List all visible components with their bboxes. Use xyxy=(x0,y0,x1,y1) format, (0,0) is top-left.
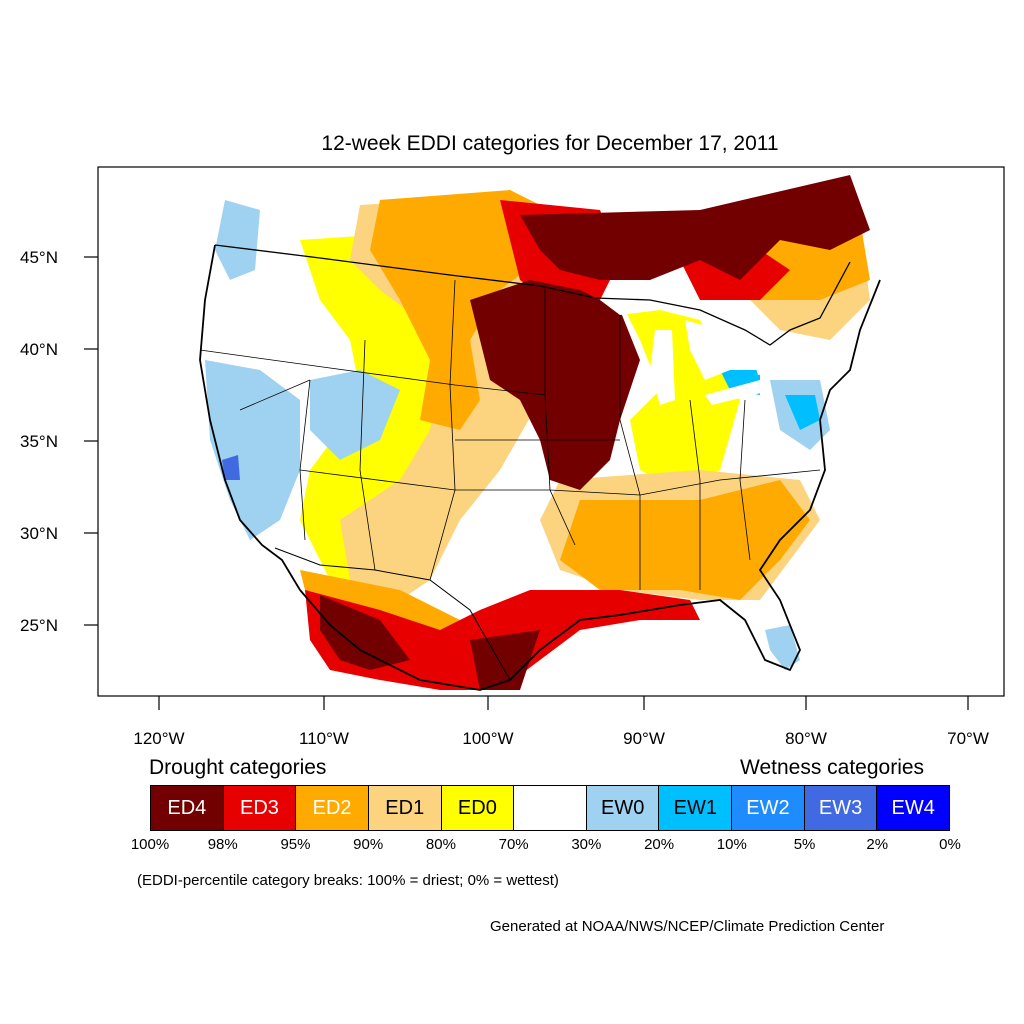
west-coast xyxy=(199,244,301,591)
drought-heading: Drought categories xyxy=(149,756,327,779)
mexico-border xyxy=(274,547,511,681)
legend-cell-none xyxy=(514,786,587,830)
region-ew1-east xyxy=(785,395,820,430)
longitude-axis: 120°W 110°W 100°W 90°W 80°W 70°W xyxy=(133,696,989,748)
lon-tick-label: 120°W xyxy=(133,729,184,748)
lat-tick-label: 45°N xyxy=(20,248,58,267)
wetness-heading: Wetness categories xyxy=(740,756,925,779)
region-ew2-ca xyxy=(222,455,240,480)
percentile-break-label: 5% xyxy=(793,836,816,853)
percentile-break-label: 2% xyxy=(866,836,889,853)
lon-tick-label: 90°W xyxy=(623,729,665,748)
lake-michigan xyxy=(650,330,675,405)
percentile-break-label: 80% xyxy=(425,836,456,853)
region-ew0-fl xyxy=(765,625,800,670)
lon-tick-label: 100°W xyxy=(462,729,513,748)
percentile-breaks: 100% 98% 95% 90% 80% 70% 30% 20% 10% 5% 2% 0% xyxy=(0,836,1024,856)
region-ed2-se xyxy=(560,480,810,600)
percentile-break-label: 70% xyxy=(498,836,529,853)
latitude-axis: 45°N 40°N 35°N 30°N 25°N xyxy=(20,248,98,635)
lon-tick-label: 110°W xyxy=(299,729,349,748)
map-frame xyxy=(97,166,1005,697)
legend-cell-ew4: EW4 xyxy=(877,786,950,830)
percentile-break-label: 10% xyxy=(716,836,747,853)
percentile-break-label: 0% xyxy=(939,836,961,853)
legend-cell-ew3: EW3 xyxy=(804,786,878,830)
lake-erie xyxy=(705,380,765,405)
category-legend: ED4 ED3 ED2 ED1 ED0 EW0 EW1 EW2 EW3 EW4 xyxy=(150,785,950,831)
region-ew0-west2 xyxy=(310,370,400,460)
region-ed4-tx xyxy=(320,595,410,670)
legend-cell-ew1: EW1 xyxy=(659,786,733,830)
legend-cell-ew0: EW0 xyxy=(586,786,660,830)
state-borders xyxy=(199,279,821,590)
credit-line: Generated at NOAA/NWS/NCEP/Climate Predi… xyxy=(490,918,885,935)
lat-tick-label: 30°N xyxy=(20,524,58,543)
lake-huron xyxy=(685,320,730,380)
lake-ontario xyxy=(755,358,802,375)
lat-tick-label: 35°N xyxy=(20,432,58,451)
region-ed4-central xyxy=(470,280,640,490)
lat-tick-label: 25°N xyxy=(20,616,58,635)
percentile-break-label: 98% xyxy=(207,836,238,853)
region-ed4-north xyxy=(520,175,870,280)
region-ed4-gulf xyxy=(470,630,540,690)
legend-cell-ew2: EW2 xyxy=(732,786,805,830)
lon-tick-label: 70°W xyxy=(947,729,989,748)
percentile-break-label: 90% xyxy=(353,836,384,853)
legend-cell-ed4: ED4 xyxy=(151,786,224,830)
us-canada-border xyxy=(214,244,851,346)
region-ew0-west xyxy=(205,360,300,540)
map-field xyxy=(199,175,881,691)
eddi-map: 45°N 40°N 35°N 30°N 25°N 120°W 110°W 100°W 90°W… xyxy=(20,166,1005,748)
percentile-break-label: 100% xyxy=(130,836,170,853)
legend-cell-ed0: ED0 xyxy=(441,786,515,830)
gulf-coast xyxy=(299,279,881,691)
percentile-break-label: 95% xyxy=(280,836,311,853)
map-title: 12-week EDDI categories for December 17,… xyxy=(321,132,779,155)
percentile-break-label: 20% xyxy=(644,836,675,853)
lon-tick-label: 80°W xyxy=(785,729,827,748)
legend-cell-ed3: ED3 xyxy=(223,786,297,830)
percentile-break-label: 30% xyxy=(571,836,602,853)
legend-cell-ed2: ED2 xyxy=(296,786,369,830)
legend-cell-ed1: ED1 xyxy=(368,786,442,830)
category-note: (EDDI-percentile category breaks: 100% =… xyxy=(137,872,559,889)
region-ew1-nw xyxy=(215,200,260,280)
lat-tick-label: 40°N xyxy=(20,340,58,359)
